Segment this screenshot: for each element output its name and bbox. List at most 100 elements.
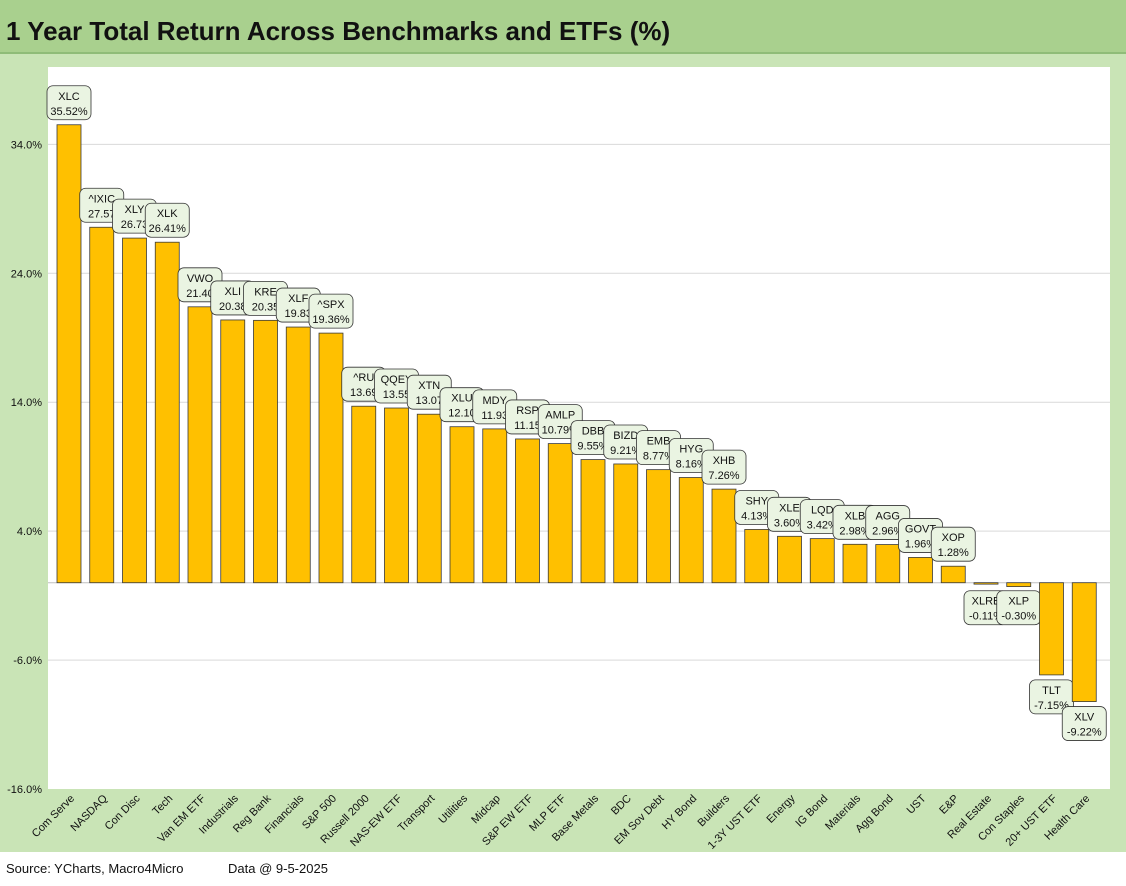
data-label-ticker: ^IXIC: [88, 193, 115, 205]
data-label-value: 3.60%: [774, 517, 805, 529]
x-category-label: Com Serve: [30, 793, 77, 840]
data-label-value: 12.10: [448, 408, 476, 420]
data-label-value: 19.83: [284, 308, 312, 320]
bar: [940, 565, 966, 584]
bar: [547, 443, 573, 584]
data-label-value: -9.22%: [1067, 727, 1102, 739]
bar: [285, 326, 311, 584]
data-label-ticker: AGG: [876, 511, 900, 523]
bar: [154, 241, 180, 584]
data-label-ticker: QQEY: [381, 374, 413, 386]
data-label-ticker: DBB: [582, 426, 605, 438]
x-category-label: Utilities: [437, 792, 471, 826]
data-date-note: Data @ 9-5-2025: [228, 861, 328, 876]
data-label-ticker: EMB: [647, 436, 671, 448]
bar: [351, 405, 377, 584]
data-label-ticker: MDY: [483, 395, 508, 407]
data-label-ticker: LQD: [811, 505, 834, 517]
data-label-value: 8.16%: [676, 459, 707, 471]
data-label-ticker: VWO: [187, 273, 214, 285]
data-label-value: 26.41%: [149, 223, 187, 235]
data-label-ticker: XLRE: [972, 596, 1001, 608]
data-label-ticker: ^RU: [353, 372, 374, 384]
data-label-value: 20.35: [252, 301, 280, 313]
bar: [580, 459, 606, 584]
data-label-ticker: GOVT: [905, 523, 936, 535]
data-label-ticker: TLT: [1042, 685, 1061, 697]
data-label-value: 3.42%: [807, 520, 838, 532]
data-label-ticker: XLY: [125, 204, 146, 216]
x-category-label: E&P: [937, 793, 961, 817]
data-label-box: [930, 526, 976, 562]
bar: [449, 426, 475, 584]
data-label-value: 13.07: [415, 395, 443, 407]
bar: [711, 488, 737, 584]
data-label-box: [701, 449, 747, 485]
data-label-value: -7.15%: [1034, 700, 1069, 712]
y-tick-label: -16.0%: [7, 784, 42, 796]
data-label-ticker: XLK: [157, 208, 178, 220]
data-label-value: 13.55: [383, 389, 411, 401]
data-label-value: 20.38: [219, 301, 247, 313]
data-label-ticker: XLF: [288, 293, 308, 305]
title-bar: 1 Year Total Return Across Benchmarks an…: [0, 0, 1126, 54]
data-label-box: [308, 293, 354, 329]
bar: [384, 407, 409, 584]
data-label-ticker: HYG: [679, 444, 703, 456]
data-label-value: 4.13%: [741, 510, 772, 522]
bar: [678, 477, 704, 584]
data-label-value: 9.55%: [577, 441, 608, 453]
data-label-value: 27.57: [88, 208, 116, 220]
bar: [416, 413, 442, 584]
bar: [253, 319, 278, 584]
bar: [875, 544, 901, 584]
x-category-label: Con Disc: [103, 792, 143, 832]
data-label-value: 8.77%: [643, 451, 674, 463]
data-label-ticker: XLI: [224, 286, 241, 298]
bar: [809, 538, 835, 584]
source-note: Source: YCharts, Macro4Micro: [6, 861, 184, 876]
data-label-ticker: SHY: [745, 495, 768, 507]
bar: [187, 306, 213, 584]
y-tick-label: 24.0%: [11, 268, 42, 280]
data-label-ticker: BIZD: [613, 430, 638, 442]
bar: [220, 319, 246, 584]
data-label-value: 7.26%: [708, 470, 739, 482]
data-label-box: [46, 85, 92, 121]
data-label-ticker: XLE: [779, 502, 800, 514]
bar: [318, 332, 344, 584]
data-label-ticker: AMLP: [545, 410, 575, 422]
data-label-value: 21.40: [186, 288, 214, 300]
data-label-value: -0.30%: [1001, 611, 1036, 623]
x-category-label: Tech: [150, 793, 175, 818]
x-category-label: NASDAQ: [69, 792, 111, 834]
data-label-ticker: XLP: [1008, 596, 1029, 608]
data-label-ticker: XLV: [1074, 712, 1095, 724]
bar: [842, 543, 868, 584]
y-tick-label: -6.0%: [13, 655, 42, 667]
data-label-value: 1.28%: [938, 547, 969, 559]
data-label-ticker: KRE: [254, 286, 277, 298]
data-label-value: 1.96%: [905, 538, 936, 550]
data-label-value: 2.98%: [839, 525, 870, 537]
data-label-value: 9.21%: [610, 445, 641, 457]
bar: [122, 237, 147, 584]
x-category-label: UST: [905, 792, 929, 816]
data-label-ticker: XLU: [451, 393, 472, 405]
data-label-ticker: RSP: [516, 405, 539, 417]
bar: [515, 438, 540, 584]
data-label-value: 19.36%: [312, 314, 350, 326]
bar: [482, 428, 508, 584]
bar: [744, 529, 770, 584]
bar: [1006, 582, 1032, 587]
bar: [89, 226, 115, 584]
bar: [613, 463, 639, 584]
data-label-value: 11.93: [481, 410, 508, 422]
data-label-value: 35.52%: [50, 106, 88, 118]
data-label-ticker: XLB: [845, 510, 866, 522]
x-category-label: BDC: [609, 793, 634, 818]
bar: [1039, 582, 1064, 676]
bar-chart: -16.0% -6.0% 4.0% 14.0% 24.0% 34.0% XLC 35.52% C…: [7, 85, 1110, 852]
bar: [908, 557, 933, 584]
